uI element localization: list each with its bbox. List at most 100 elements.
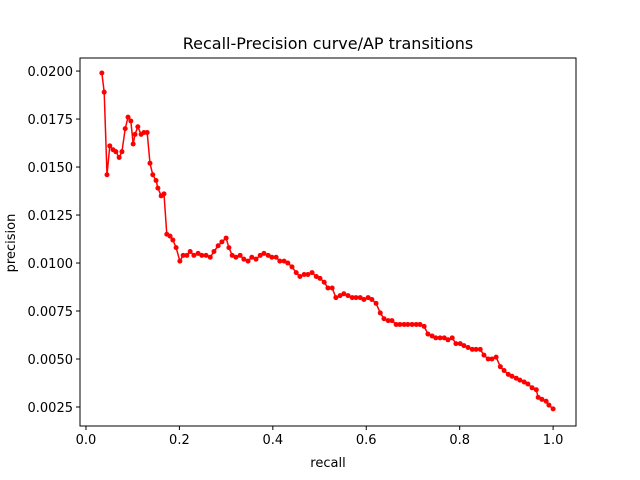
x-tick-label: 0.8 bbox=[449, 433, 470, 448]
data-point bbox=[533, 387, 539, 393]
x-axis-label: recall bbox=[310, 456, 345, 471]
data-point bbox=[184, 252, 190, 258]
data-point bbox=[199, 252, 205, 258]
data-point bbox=[357, 295, 363, 301]
data-point bbox=[373, 300, 379, 306]
data-point bbox=[457, 341, 463, 347]
data-point bbox=[469, 346, 475, 352]
data-point bbox=[441, 335, 447, 341]
data-point bbox=[153, 177, 159, 183]
data-point bbox=[539, 396, 545, 402]
data-point bbox=[465, 344, 471, 350]
data-point bbox=[99, 70, 105, 76]
data-point bbox=[321, 279, 327, 285]
data-point bbox=[297, 273, 303, 279]
data-point bbox=[425, 331, 431, 337]
data-point bbox=[377, 310, 383, 316]
data-point bbox=[385, 318, 391, 324]
data-point bbox=[187, 249, 193, 255]
data-point bbox=[180, 252, 186, 258]
data-point bbox=[173, 245, 179, 251]
x-tick-label: 0.2 bbox=[169, 433, 190, 448]
plot-frame bbox=[79, 57, 577, 427]
data-point bbox=[501, 368, 507, 374]
data-point bbox=[437, 335, 443, 341]
data-point bbox=[546, 402, 552, 408]
data-point bbox=[249, 254, 255, 260]
data-point bbox=[122, 126, 128, 132]
y-tick-label: 0.0025 bbox=[28, 401, 74, 416]
data-point bbox=[104, 172, 110, 178]
data-point bbox=[369, 296, 375, 302]
data-point bbox=[161, 191, 167, 197]
data-point bbox=[132, 131, 138, 137]
data-point bbox=[433, 335, 439, 341]
data-point bbox=[269, 254, 275, 260]
data-point bbox=[497, 364, 503, 370]
data-point bbox=[107, 143, 113, 149]
data-point bbox=[477, 346, 483, 352]
data-point bbox=[203, 252, 209, 258]
data-point bbox=[393, 321, 399, 327]
data-point bbox=[229, 252, 235, 258]
data-point bbox=[445, 337, 451, 343]
data-point bbox=[461, 343, 467, 349]
data-point bbox=[429, 333, 435, 339]
data-point bbox=[265, 252, 271, 258]
data-point bbox=[281, 258, 287, 264]
data-point bbox=[125, 114, 131, 120]
data-point bbox=[101, 89, 107, 95]
data-point bbox=[170, 237, 176, 243]
data-point bbox=[361, 296, 367, 302]
y-tick-label: 0.0200 bbox=[28, 65, 74, 80]
chart-title: Recall-Precision curve/AP transitions bbox=[183, 34, 473, 53]
data-point bbox=[241, 256, 247, 262]
data-point bbox=[289, 264, 295, 270]
x-tick-label: 0.4 bbox=[262, 433, 283, 448]
data-point bbox=[325, 285, 331, 291]
data-point bbox=[489, 356, 495, 362]
data-point bbox=[493, 354, 499, 360]
data-point bbox=[389, 318, 395, 324]
data-point bbox=[273, 254, 279, 260]
data-point bbox=[521, 379, 527, 385]
x-tick-label: 0.6 bbox=[356, 433, 377, 448]
data-point bbox=[405, 321, 411, 327]
data-point bbox=[513, 375, 519, 381]
x-tick-label: 1.0 bbox=[543, 433, 564, 448]
data-point bbox=[543, 398, 549, 404]
data-point bbox=[277, 258, 283, 264]
y-axis-label: precision bbox=[4, 214, 19, 273]
data-point bbox=[525, 381, 531, 387]
data-point bbox=[449, 335, 455, 341]
x-tick-label: 0.0 bbox=[76, 433, 97, 448]
data-point bbox=[261, 250, 267, 256]
data-point bbox=[349, 295, 355, 301]
data-point bbox=[313, 273, 319, 279]
data-point bbox=[341, 291, 347, 297]
data-point bbox=[207, 254, 213, 260]
y-tick-label: 0.0175 bbox=[28, 113, 74, 128]
data-point bbox=[365, 295, 371, 301]
data-point bbox=[345, 293, 351, 299]
data-point bbox=[215, 243, 221, 249]
data-point bbox=[535, 394, 541, 400]
data-point bbox=[113, 149, 119, 155]
data-point bbox=[144, 129, 150, 135]
data-point bbox=[381, 316, 387, 322]
data-point bbox=[150, 172, 156, 178]
data-point bbox=[453, 341, 459, 347]
data-point bbox=[285, 260, 291, 266]
data-point bbox=[155, 185, 161, 191]
data-point bbox=[253, 256, 259, 262]
data-point bbox=[509, 373, 515, 379]
data-point bbox=[191, 252, 197, 258]
data-point bbox=[473, 346, 479, 352]
data-point bbox=[293, 270, 299, 276]
y-tick-label: 0.0075 bbox=[28, 305, 74, 320]
data-point bbox=[226, 245, 232, 251]
data-point bbox=[317, 275, 323, 281]
data-point bbox=[128, 118, 134, 124]
data-point bbox=[397, 321, 403, 327]
